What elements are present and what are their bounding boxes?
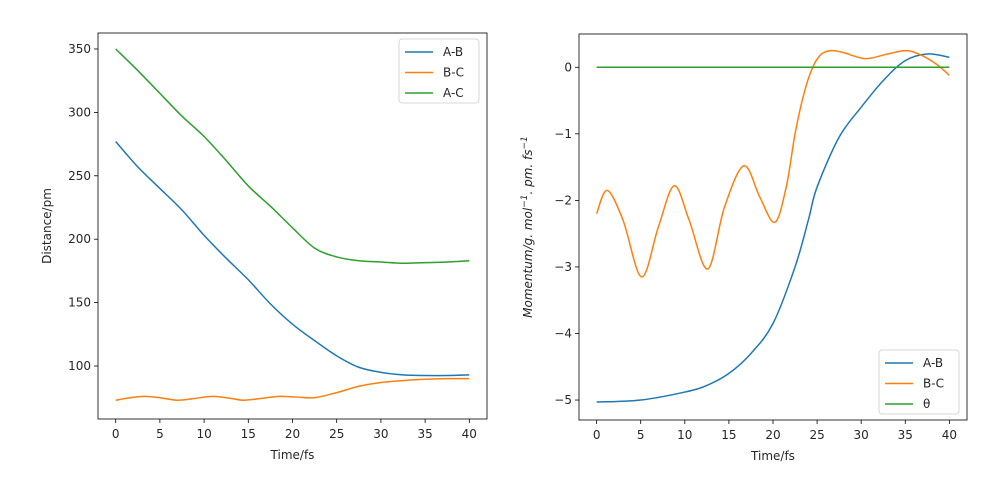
x-tick-label: 35	[417, 427, 432, 441]
y-tick-label: −4	[554, 326, 572, 340]
y-tick-label: −5	[554, 393, 572, 407]
y-tick-label: 350	[68, 42, 91, 56]
y-tick-label: 250	[68, 169, 91, 183]
series-line-A-B	[596, 53, 950, 403]
x-tick-label: 40	[942, 428, 957, 442]
legend-label: A-B	[923, 356, 943, 370]
x-tick-label: 30	[854, 428, 869, 442]
y-axis-label: Momentum/g. mol−1. pm. fs−1	[520, 136, 535, 318]
series-line-B-C	[115, 377, 470, 401]
x-tick-label: 20	[285, 427, 300, 441]
legend-label: A-C	[443, 86, 464, 100]
legend-box	[398, 38, 480, 104]
y-tick-label: −1	[554, 127, 572, 141]
legend: A-B B-C θ	[878, 349, 960, 415]
subplot-2: 0 5 10 15 20 25 30 35 40 0 −1 −2 −3 −4 −5 Time/fs Moment…	[520, 33, 968, 463]
y-tick-label: 300	[68, 105, 91, 119]
x-axis-label: Time/fs	[750, 449, 795, 463]
y-tick-label: 200	[68, 232, 91, 246]
legend-label: B-C	[923, 377, 944, 391]
y-tick-label: 150	[68, 296, 91, 310]
y-tick-label: 0	[564, 60, 572, 74]
y-axis-label: Distance/pm	[40, 188, 54, 264]
x-axis-label: Time/fs	[270, 448, 315, 462]
x-tick-label: 25	[809, 428, 824, 442]
x-tick-label: 10	[677, 428, 692, 442]
x-tick-label: 35	[898, 428, 913, 442]
x-tick-label: 20	[765, 428, 780, 442]
series-line-B-C	[595, 49, 950, 278]
y-tick-label: −2	[554, 193, 572, 207]
x-tick-label: 15	[241, 427, 256, 441]
x-tick-label: 0	[112, 427, 120, 441]
x-tick-label: 5	[637, 428, 645, 442]
legend-label: B-C	[443, 66, 464, 80]
legend-label: A-B	[443, 45, 463, 59]
x-tick-label: 25	[329, 427, 344, 441]
legend: A-B B-C A-C	[398, 38, 480, 104]
series-line-A-C	[115, 48, 470, 265]
y-tick-label: 100	[68, 359, 91, 373]
x-tick-label: 5	[156, 427, 164, 441]
subplot-1: 0 5 10 15 20 25 30 35 40 100 150 200 250 300 350 Time/f…	[40, 32, 488, 462]
x-tick-label: 30	[373, 427, 388, 441]
legend-label: θ	[923, 397, 930, 411]
y-tick-label: −3	[554, 260, 572, 274]
series-line-A-B	[115, 141, 470, 377]
x-tick-label: 0	[593, 428, 601, 442]
legend-box	[878, 349, 960, 415]
x-tick-label: 10	[196, 427, 211, 441]
x-tick-label: 40	[462, 427, 477, 441]
x-tick-label: 15	[721, 428, 736, 442]
